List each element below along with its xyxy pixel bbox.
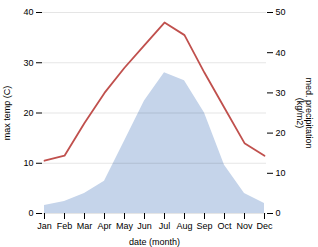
svg-text:Jan: Jan bbox=[37, 221, 52, 231]
svg-text:Nov: Nov bbox=[236, 221, 253, 231]
svg-text:10: 10 bbox=[276, 168, 286, 178]
svg-text:Feb: Feb bbox=[57, 221, 73, 231]
svg-text:max temp (C): max temp (C) bbox=[2, 86, 12, 141]
svg-text:Aug: Aug bbox=[176, 221, 192, 231]
svg-text:10: 10 bbox=[23, 158, 33, 168]
svg-text:30: 30 bbox=[23, 58, 33, 68]
svg-text:Sep: Sep bbox=[196, 221, 212, 231]
svg-text:0: 0 bbox=[28, 208, 33, 218]
svg-text:Oct: Oct bbox=[217, 221, 232, 231]
svg-text:Jun: Jun bbox=[137, 221, 152, 231]
svg-text:20: 20 bbox=[276, 128, 286, 138]
svg-text:date (month): date (month) bbox=[129, 237, 180, 247]
svg-text:30: 30 bbox=[276, 88, 286, 98]
svg-text:med. precipitation(kg/m2): med. precipitation(kg/m2) bbox=[295, 77, 314, 148]
svg-text:May: May bbox=[116, 221, 134, 231]
svg-text:Mar: Mar bbox=[77, 221, 93, 231]
svg-text:50: 50 bbox=[276, 7, 286, 17]
svg-text:40: 40 bbox=[23, 7, 33, 17]
svg-text:Jul: Jul bbox=[159, 221, 171, 231]
svg-text:Dec: Dec bbox=[256, 221, 273, 231]
svg-text:Apr: Apr bbox=[97, 221, 111, 231]
svg-text:0: 0 bbox=[276, 208, 281, 218]
svg-text:40: 40 bbox=[276, 48, 286, 58]
svg-text:20: 20 bbox=[23, 108, 33, 118]
